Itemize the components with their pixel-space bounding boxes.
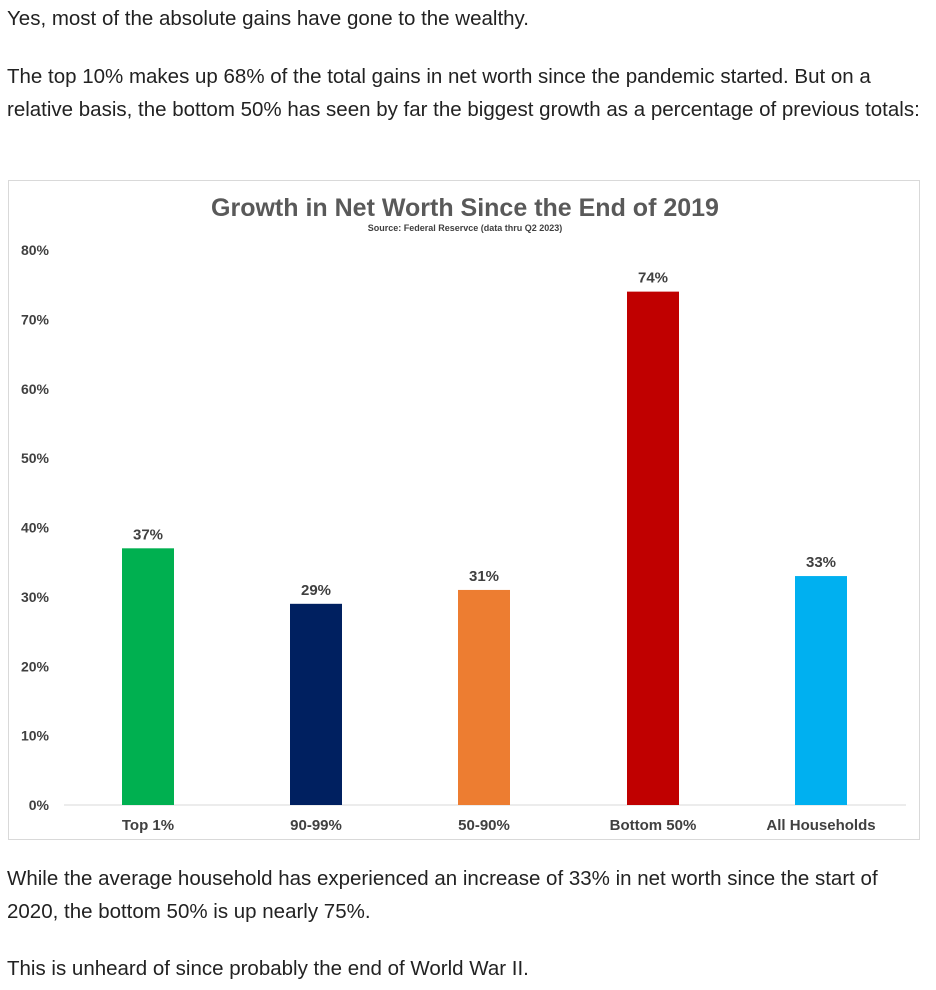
- category-label: All Households: [766, 817, 875, 834]
- chart-canvas: Growth in Net Worth Since the End of 201…: [21, 194, 906, 834]
- bar: [290, 603, 342, 805]
- intro-paragraph: Yes, most of the absolute gains have gon…: [7, 7, 529, 30]
- bar: [795, 576, 847, 805]
- chart-title: Growth in Net Worth Since the End of 201…: [211, 194, 719, 222]
- comparison-paragraph: While the average household has experien…: [7, 867, 878, 923]
- y-tick-label: 0%: [29, 797, 50, 813]
- y-tick-label: 50%: [21, 450, 50, 466]
- net-worth-growth-chart: Growth in Net Worth Since the End of 201…: [8, 180, 920, 840]
- y-tick-label: 70%: [21, 311, 50, 327]
- y-tick-label: 10%: [21, 728, 50, 744]
- category-label: Top 1%: [122, 817, 174, 834]
- x-axis: Top 1% 90-99% 50-90% Bottom 50% All Househol…: [122, 817, 876, 834]
- y-tick-label: 40%: [21, 520, 50, 536]
- y-tick-label: 60%: [21, 381, 50, 397]
- value-label: 31%: [469, 568, 499, 585]
- category-label: 50-90%: [458, 817, 510, 834]
- bar: [122, 548, 174, 805]
- y-axis: 0% 10% 20% 30% 40% 50% 60% 70% 80%: [21, 242, 50, 813]
- value-label: 33%: [806, 554, 836, 571]
- y-tick-label: 30%: [21, 589, 50, 605]
- closing-paragraph: This is unheard of since probably the en…: [7, 957, 529, 980]
- bar-series: [122, 291, 847, 805]
- bar: [627, 291, 679, 805]
- chart-subtitle: Source: Federal Reservce (data thru Q2 2…: [368, 223, 563, 233]
- context-paragraph: The top 10% makes up 68% of the total ga…: [7, 65, 920, 121]
- value-label: 29%: [301, 582, 331, 599]
- data-labels: 37% 29% 31% 74% 33%: [133, 270, 836, 599]
- y-tick-label: 20%: [21, 658, 50, 674]
- value-label: 74%: [638, 270, 668, 287]
- category-label: Bottom 50%: [610, 817, 697, 834]
- category-label: 90-99%: [290, 817, 342, 834]
- value-label: 37%: [133, 526, 163, 543]
- y-tick-label: 80%: [21, 242, 50, 258]
- bar: [458, 589, 510, 805]
